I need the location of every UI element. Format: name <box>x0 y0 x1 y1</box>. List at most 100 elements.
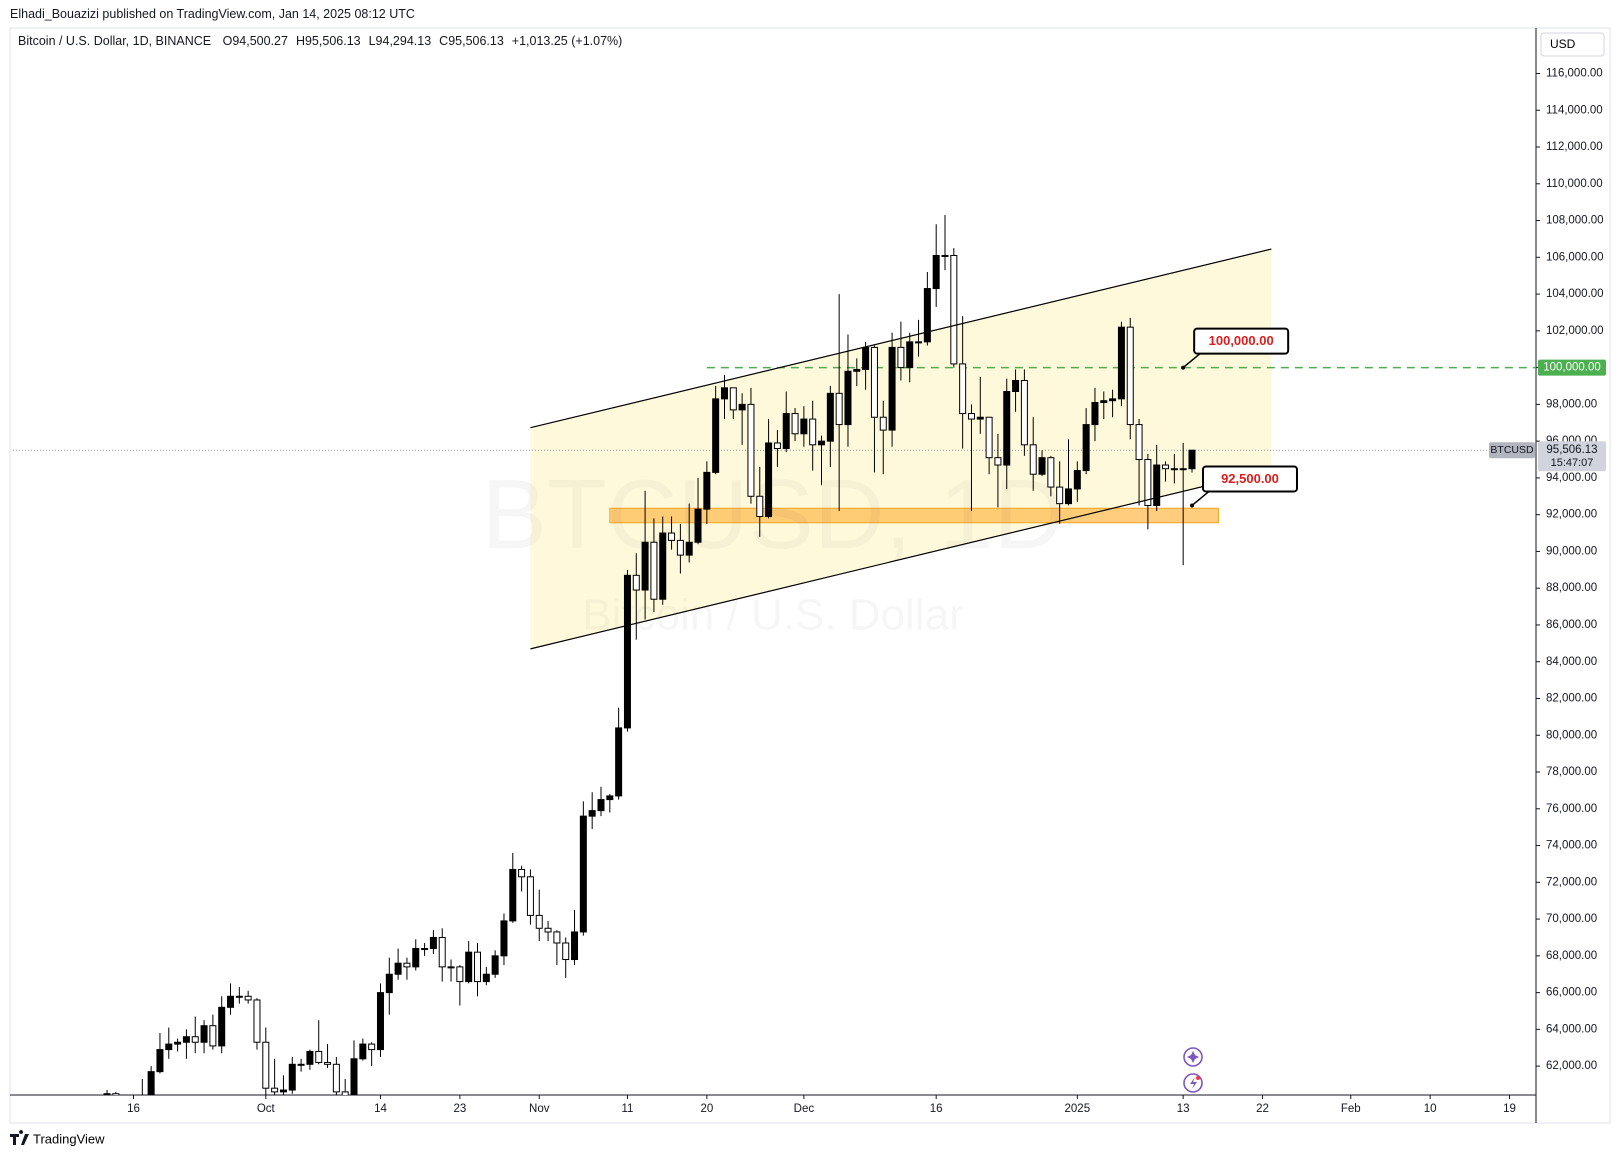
y-tick-label: 110,000.00 <box>1546 178 1603 190</box>
y-tick-label: 104,000.00 <box>1546 288 1604 300</box>
candle-body <box>341 1091 349 1095</box>
candle-body <box>773 442 781 449</box>
candle-body <box>888 346 896 431</box>
candle-body <box>465 951 473 983</box>
candle-body <box>1126 326 1134 426</box>
candle-body <box>244 995 252 1001</box>
candle-body <box>623 574 631 729</box>
candle-body <box>1188 449 1196 470</box>
candle-body <box>676 539 684 556</box>
candle-body <box>1003 391 1011 466</box>
candle-body <box>553 931 561 944</box>
candle-body <box>482 973 490 983</box>
candle-body <box>526 876 534 916</box>
y-tick-label: 76,000.00 <box>1546 803 1597 815</box>
x-tick-label: 10 <box>1424 1103 1437 1115</box>
candle-body <box>835 392 843 426</box>
plot-area: BTCUSD, 1D Bitcoin / U.S. Dollar <box>11 215 1536 1095</box>
brand: TradingView <box>10 1130 105 1146</box>
currency-button[interactable] <box>1540 32 1605 57</box>
candle-body <box>1117 326 1125 400</box>
candle-body <box>712 398 720 473</box>
icon-ideas[interactable] <box>1183 1047 1203 1067</box>
callout-text: 100,000.00 <box>1209 333 1274 348</box>
candle-body <box>915 341 923 344</box>
candle-body <box>668 532 676 541</box>
callout-anchor <box>1181 365 1186 370</box>
icon-events[interactable] <box>1183 1073 1203 1093</box>
icon-dot <box>1196 1076 1200 1080</box>
candle-body <box>271 1087 279 1093</box>
callout-pointer <box>1182 353 1201 369</box>
candle-body <box>165 1043 173 1051</box>
candle-body <box>182 1036 190 1043</box>
y-tick-label: 78,000.00 <box>1546 766 1597 778</box>
level-axis-box <box>1538 359 1606 376</box>
candle-body <box>535 914 543 929</box>
candle-body <box>853 368 861 372</box>
x-tick-label: 11 <box>621 1103 633 1115</box>
candle-body <box>297 1063 305 1066</box>
x-tick-label: 14 <box>374 1103 387 1115</box>
y-tick-label: 88,000.00 <box>1546 582 1597 594</box>
candle-body <box>1179 468 1187 471</box>
candle-body <box>1109 398 1117 402</box>
candle-body <box>1082 424 1090 472</box>
candle-body <box>562 942 570 961</box>
candle-body <box>579 815 587 933</box>
candle-body <box>1153 464 1161 506</box>
candle-body <box>1144 459 1152 506</box>
channel-upper <box>530 248 1272 429</box>
candle-body <box>385 973 393 994</box>
ohlc-value: 95,506.13 <box>304 34 361 48</box>
candle-body <box>941 254 949 257</box>
candle-body <box>729 387 737 411</box>
candle-body <box>738 403 746 411</box>
candle-body <box>720 387 728 400</box>
x-tick-label: 2025 <box>1065 1103 1091 1115</box>
candle-body <box>412 947 420 968</box>
published-note: Elhadi_Bouazizi published on TradingView… <box>10 7 415 21</box>
candle-body <box>429 936 437 949</box>
candle-body <box>685 541 693 556</box>
channel-fill <box>530 249 1272 649</box>
y-tick-label: 116,000.00 <box>1546 68 1603 80</box>
x-tick-label: Dec <box>794 1103 815 1115</box>
candle-body <box>359 1043 367 1060</box>
candle-body <box>218 1006 226 1047</box>
y-tick-label: 94,000.00 <box>1546 472 1597 484</box>
candle-body <box>1047 457 1055 488</box>
candle-body <box>1020 379 1028 446</box>
candle-body <box>571 931 579 961</box>
candle-body <box>421 947 429 950</box>
y-tick-label: 108,000.00 <box>1546 215 1604 227</box>
symbol-legend: Bitcoin / U.S. Dollar, 1D, BINANCE O94,5… <box>18 34 624 48</box>
y-tick-label: 74,000.00 <box>1546 840 1597 852</box>
candle-body <box>156 1049 164 1073</box>
x-tick-label: Oct <box>257 1103 276 1115</box>
candle-body <box>500 920 508 957</box>
candle-body <box>491 955 499 975</box>
candle-body <box>279 1089 287 1093</box>
candle-body <box>112 1093 120 1095</box>
x-tick-label: 16 <box>930 1103 943 1115</box>
y-tick-label: 64,000.00 <box>1546 1023 1597 1035</box>
callout-anchor <box>1189 503 1194 508</box>
currency-label: USD <box>1550 37 1576 51</box>
candle-body <box>350 1058 358 1095</box>
candle-body <box>376 992 384 1051</box>
icon-bolt <box>1190 1077 1197 1089</box>
brand-name: TradingView <box>33 1131 105 1146</box>
candle-body <box>324 1061 332 1065</box>
candle-body <box>227 995 235 1008</box>
candle-body <box>923 288 931 343</box>
watermark-title: BTCUSD, 1D <box>482 459 1065 569</box>
candle-body <box>315 1050 323 1063</box>
candle-body <box>368 1043 376 1051</box>
icon-star <box>1187 1051 1199 1063</box>
y-tick-label: 68,000.00 <box>1546 950 1597 962</box>
y-tick-label: 106,000.00 <box>1546 251 1604 263</box>
y-tick-label: 72,000.00 <box>1546 876 1597 888</box>
candle-body <box>1091 402 1099 426</box>
candle-body <box>209 1025 217 1047</box>
